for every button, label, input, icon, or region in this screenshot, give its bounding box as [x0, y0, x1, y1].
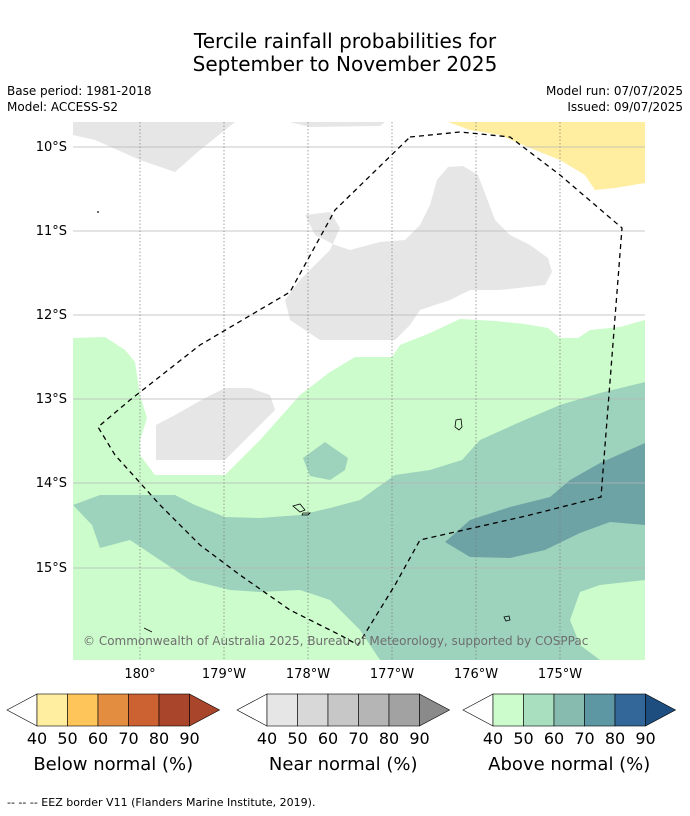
colorbar-over-triangle [419, 693, 451, 727]
lat-label: 12°S [36, 308, 67, 323]
lat-label: 10°S [36, 140, 67, 155]
colorbar-title: Near normal (%) [269, 754, 418, 775]
colorbar-segment [297, 693, 329, 727]
colorbar-tick-label: 80 [379, 729, 399, 748]
model-run: Model run: 07/07/2025 [545, 84, 683, 98]
colorbar-tick-label: 90 [179, 729, 199, 748]
lon-label: 177°W [370, 667, 414, 682]
island-outline [503, 615, 511, 622]
colorbars: 40 50 60 70 80 90 Below normal (%) 40 50 60 70 80 90… [6, 693, 677, 775]
colorbar-tick-label: 50 [57, 729, 77, 748]
colorbar-tick-label: 40 [27, 729, 47, 748]
colorbar-tick-label: 90 [635, 729, 655, 748]
map-title: Tercile rainfall probabilities for Septe… [0, 30, 690, 76]
lat-label: 11°S [36, 224, 67, 239]
model-name: Model: ACCESS-S2 [7, 100, 119, 114]
colorbar-segment [584, 693, 616, 727]
lat-label: 13°S [36, 392, 67, 407]
colorbar-over-triangle [189, 693, 221, 727]
above-normal-50-60-region [73, 382, 645, 660]
lon-label: 176°W [454, 667, 498, 682]
island-outline [143, 627, 153, 633]
colorbar-segment [36, 693, 68, 727]
meta-right: Model run: 07/07/2025 Issued: 09/07/2025 [546, 83, 683, 115]
colorbar-tick-label: 70 [574, 729, 594, 748]
colorbar-tick-label: 60 [318, 729, 338, 748]
near-normal-region-west [156, 388, 275, 460]
colorbar-tick-label: 40 [257, 729, 277, 748]
longitude-labels: 180° 179°W 178°W 177°W 176°W 175°W [124, 667, 582, 682]
lat-label: 14°S [36, 476, 67, 491]
colorbar-under-triangle [6, 693, 38, 727]
copyright-credit: © Commonwealth of Australia 2025, Bureau… [83, 634, 588, 648]
lon-label: 179°W [202, 667, 246, 682]
island-outline [454, 418, 463, 431]
island-outline [301, 512, 311, 516]
lon-label: 175°W [538, 667, 582, 682]
colorbar-segment [67, 693, 99, 727]
meta-left: Base period: 1981-2018 Model: ACCESS-S2 [7, 83, 152, 115]
colorbar-segment [266, 693, 298, 727]
lon-label: 180° [124, 667, 155, 682]
colorbar-segment [553, 693, 585, 727]
colorbar: 40 50 60 70 80 90 Near normal (%) [236, 693, 451, 775]
colorbar-tick-label: 40 [483, 729, 503, 748]
colorbar-under-triangle [236, 693, 268, 727]
map-area [73, 122, 645, 660]
colorbar-segment [388, 693, 420, 727]
latitude-labels: 10°S 11°S 12°S 13°S 14°S 15°S [36, 140, 67, 576]
near-normal-region-central [285, 166, 552, 340]
colorbar-tick-label: 60 [88, 729, 108, 748]
title-line-1: Tercile rainfall probabilities for [193, 29, 497, 53]
lat-label: 15°S [36, 561, 67, 576]
colorbar-segment [97, 693, 129, 727]
above-normal-50-60-blob [303, 442, 348, 480]
colorbar-segment [128, 693, 160, 727]
eez-legend-note: -- -- -- EEZ border V11 (Flanders Marine… [7, 796, 316, 809]
colorbar-under-triangle [462, 693, 494, 727]
eez-border [97, 131, 623, 646]
colorbar: 40 50 60 70 80 90 Above normal (%) [462, 693, 677, 775]
colorbar-tick-label: 90 [409, 729, 429, 748]
base-period: Base period: 1981-2018 [7, 84, 152, 98]
colorbar-tick-label: 70 [118, 729, 138, 748]
colorbar-tick-label: 80 [149, 729, 169, 748]
colorbar-segment [492, 693, 524, 727]
below-normal-40-50-region [448, 122, 645, 190]
island-dot [97, 211, 99, 213]
colorbar-segment [327, 693, 359, 727]
colorbar-segment [358, 693, 390, 727]
colorbar: 40 50 60 70 80 90 Below normal (%) [6, 693, 221, 775]
colorbar-tick-label: 60 [544, 729, 564, 748]
colorbar-tick-label: 50 [513, 729, 533, 748]
colorbar-over-triangle [645, 693, 677, 727]
near-normal-region-north-small [290, 122, 385, 127]
colorbar-title: Above normal (%) [488, 754, 650, 775]
title-line-2: September to November 2025 [192, 52, 498, 76]
colorbar-tick-label: 70 [348, 729, 368, 748]
colorbar-title: Below normal (%) [33, 754, 193, 775]
island-outline [292, 503, 306, 513]
colorbar-segment [158, 693, 190, 727]
colorbar-segment [523, 693, 555, 727]
lon-label: 178°W [286, 667, 330, 682]
colorbar-segment [614, 693, 646, 727]
graticule [73, 122, 645, 660]
issued-date: Issued: 09/07/2025 [567, 100, 683, 114]
colorbar-tick-label: 50 [287, 729, 307, 748]
above-normal-60-70-region [445, 443, 645, 558]
colorbar-tick-label: 80 [605, 729, 625, 748]
